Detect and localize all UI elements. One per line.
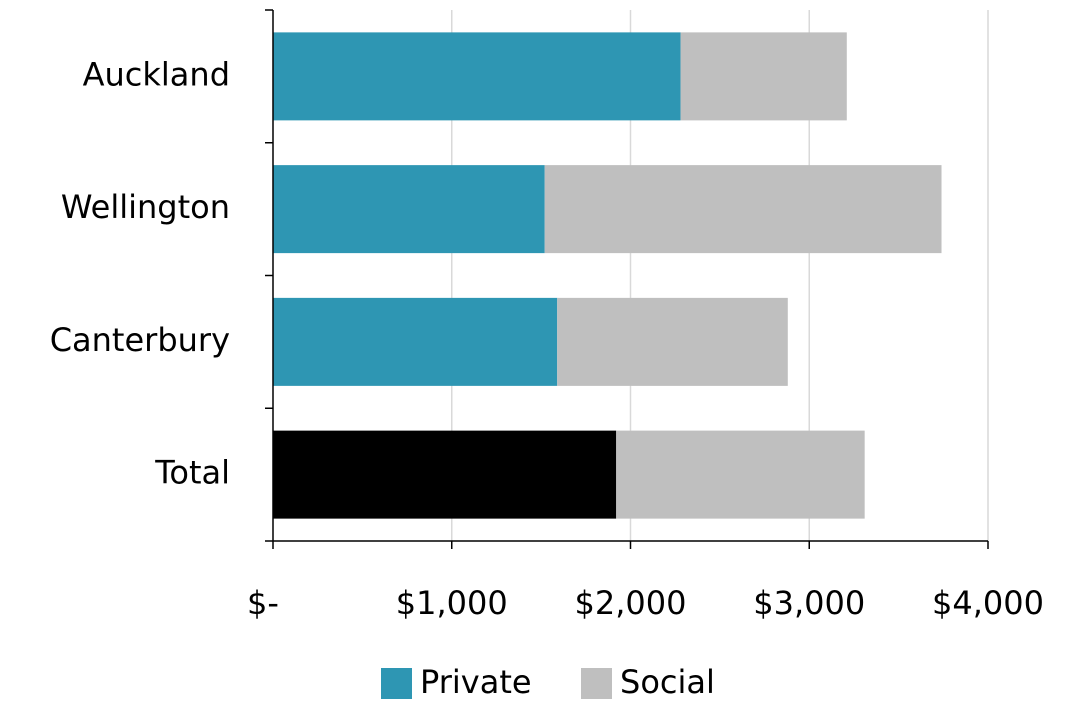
x-tick-label: $1,000: [396, 584, 508, 622]
y-tick-label: Auckland: [83, 55, 230, 93]
x-tick-label: $3,000: [753, 584, 865, 622]
bar: [544, 165, 942, 254]
y-tick-label: Total: [154, 454, 230, 492]
x-tick-label: $-: [247, 584, 279, 622]
legend-label: Social: [620, 663, 715, 701]
bar: [273, 297, 558, 386]
legend-swatch: [581, 668, 612, 699]
bar: [273, 165, 545, 254]
bar: [680, 32, 847, 121]
bar: [273, 32, 681, 121]
x-tick-label: $4,000: [932, 584, 1044, 622]
bar: [273, 430, 617, 519]
legend-label: Private: [420, 663, 532, 701]
bar: [616, 430, 865, 519]
bar: [557, 297, 788, 386]
x-tick-label: $2,000: [575, 584, 687, 622]
y-tick-label: Canterbury: [50, 321, 230, 359]
legend-swatch: [381, 668, 412, 699]
y-tick-label: Wellington: [61, 188, 230, 226]
